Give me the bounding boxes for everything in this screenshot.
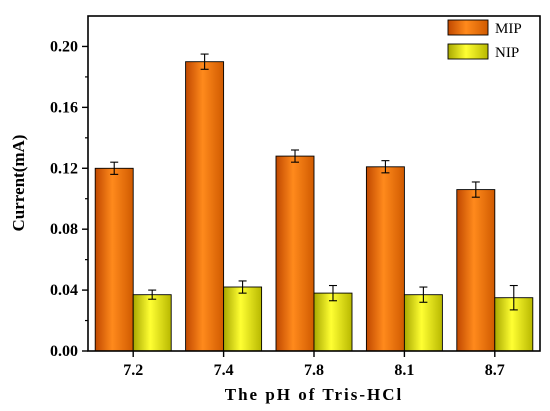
error-bar-nip-7.8: [328, 284, 337, 302]
error-bar-mip-7.4: [200, 53, 209, 70]
error-bar-mip-7.2: [110, 161, 119, 175]
x-tick-label: 8.1: [394, 362, 414, 379]
x-tick-label: 7.2: [123, 362, 143, 379]
legend-swatch: [447, 19, 489, 36]
bar-mip-7.4: [185, 61, 225, 352]
error-bars-group: [110, 53, 518, 311]
error-bar-nip-7.2: [148, 289, 157, 300]
x-axis: 7.2 7.4 7.8 8.1 8.7: [123, 351, 505, 379]
x-axis-label: The pH of Tris-HCl: [225, 385, 403, 404]
bar-nip-7.8: [313, 292, 353, 352]
bar-nip-7.4: [223, 286, 263, 352]
y-tick-label: 0.08: [50, 221, 78, 238]
x-tick-label: 7.4: [214, 362, 234, 379]
error-bar-mip-8.7: [471, 181, 480, 198]
y-axis: 0.00 0.04 0.08 0.12 0.16 0.20: [50, 38, 88, 360]
error-bar-nip-8.7: [509, 284, 518, 311]
error-bar-mip-8.1: [381, 160, 390, 174]
x-tick-label: 8.7: [485, 362, 505, 379]
bar-nip-8.1: [403, 294, 443, 352]
error-bar-mip-7.8: [291, 149, 300, 163]
bar-mip-8.7: [456, 189, 496, 352]
y-axis-label: Current(mA): [9, 135, 28, 232]
legend-item-nip: NIP: [447, 43, 519, 61]
error-bar-nip-8.1: [419, 286, 428, 303]
y-tick-label: 0.12: [50, 160, 78, 177]
bar-mip-7.2: [94, 167, 134, 352]
bar-mip-8.1: [365, 166, 405, 352]
y-tick-label: 0.20: [50, 38, 78, 55]
bar-mip-7.8: [275, 155, 315, 352]
y-tick-label: 0.04: [50, 282, 78, 299]
x-tick-label: 7.8: [304, 362, 324, 379]
bar-nip-7.2: [132, 294, 172, 352]
legend-label: MIP: [495, 21, 522, 37]
y-tick-label: 0.16: [50, 99, 78, 116]
error-bar-nip-7.4: [238, 280, 247, 294]
bars-group: [94, 61, 534, 352]
legend: MIP NIP: [447, 19, 522, 61]
y-tick-label: 0.00: [50, 343, 78, 360]
legend-label: NIP: [495, 45, 519, 61]
legend-item-mip: MIP: [447, 19, 522, 37]
legend-swatch: [447, 43, 489, 60]
